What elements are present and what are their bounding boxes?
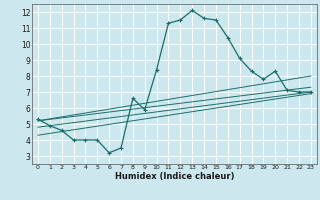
X-axis label: Humidex (Indice chaleur): Humidex (Indice chaleur) <box>115 172 234 181</box>
